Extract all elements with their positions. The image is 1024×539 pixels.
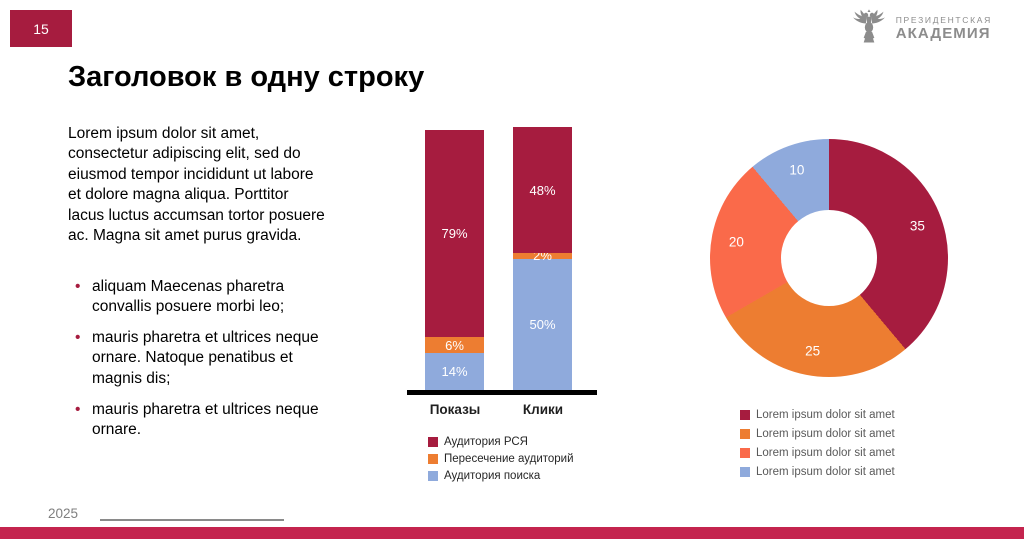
legend-swatch [428, 437, 438, 447]
legend-item: Lorem ipsum dolor sit amet [740, 428, 895, 440]
legend-swatch [428, 471, 438, 481]
logo-line2: АКАДЕМИЯ [895, 24, 991, 42]
bar-segment-value: 6% [445, 337, 464, 353]
legend-label: Аудитория РСЯ [444, 436, 528, 448]
donut-legend: Lorem ipsum dolor sit amet Lorem ipsum do… [740, 409, 895, 478]
bottom-accent-strip [0, 527, 1024, 539]
x-axis-line [407, 390, 597, 395]
legend-label: Lorem ipsum dolor sit amet [756, 409, 895, 421]
bar-segment-value: 79% [441, 226, 468, 242]
donut-slice-value: 35 [909, 218, 925, 234]
bar-segment-value: 50% [529, 316, 556, 332]
academy-logo: ПРЕЗИДЕНТСКАЯ АКАДЕМИЯ [850, 9, 992, 47]
bar-segment: 79% [425, 129, 484, 338]
bullet-item: mauris pharetra et ultrices neque ornare… [68, 400, 320, 440]
bar-column-pokazy: 14% 6% 79% [425, 127, 484, 390]
double-headed-eagle-icon [852, 9, 885, 43]
academy-logo-text: ПРЕЗИДЕНТСКАЯ АКАДЕМИЯ [896, 15, 992, 42]
legend-swatch [740, 467, 750, 477]
category-labels: Показы Клики [407, 402, 597, 424]
bar-segment: 14% [425, 353, 484, 390]
bar-segment: 2% [513, 248, 572, 263]
donut-chart: 35 25 20 10 [710, 139, 948, 377]
legend-item: Аудитория РСЯ [428, 436, 574, 448]
category-label: Клики [522, 402, 564, 417]
legend-label: Lorem ipsum dolor sit amet [756, 466, 895, 478]
bar-column-kliki: 50% 2% 48% [513, 127, 572, 390]
bullet-item: mauris pharetra et ultrices neque ornare… [68, 328, 320, 388]
bullet-list: aliquam Maecenas pharetra convallis posu… [68, 277, 320, 451]
bar-segment: 50% [513, 258, 572, 390]
bar-segment-value: 48% [529, 182, 556, 198]
legend-item: Аудитория поиска [428, 470, 574, 482]
category-label: Показы [429, 402, 481, 417]
page-title: Заголовок в одну строку [68, 61, 425, 93]
page-number: 15 [33, 20, 49, 37]
bar-segment-value: 14% [441, 364, 468, 380]
bar-plot-area: 14% 6% 79% 50% 2% 48% [407, 127, 597, 390]
legend-label: Lorem ipsum dolor sit amet [756, 428, 895, 440]
legend-swatch [740, 410, 750, 420]
legend-swatch [740, 448, 750, 458]
bullet-item: aliquam Maecenas pharetra convallis posu… [68, 277, 320, 317]
bar-legend: Аудитория РСЯ Пересечение аудиторий Аудито… [428, 436, 574, 482]
bar-segment: 48% [513, 127, 572, 254]
legend-item: Lorem ipsum dolor sit amet [740, 466, 895, 478]
page-number-box: 15 [10, 10, 72, 47]
legend-label: Пересечение аудиторий [444, 453, 574, 465]
legend-swatch [428, 454, 438, 464]
donut-slice-value: 25 [805, 343, 821, 359]
footer-divider-line [100, 519, 284, 521]
legend-label: Lorem ipsum dolor sit amet [756, 447, 895, 459]
stacked-bar-chart: 14% 6% 79% 50% 2% 48% Показы Клики [407, 127, 597, 424]
legend-item: Lorem ipsum dolor sit amet [740, 447, 895, 459]
body-paragraph: Lorem ipsum dolor sit amet, consectetur … [68, 125, 325, 245]
donut-slice-value: 10 [789, 162, 805, 178]
footer-year: 2025 [48, 506, 79, 521]
donut-ring: 35 25 20 10 [710, 139, 948, 377]
legend-label: Аудитория поиска [444, 470, 541, 482]
legend-swatch [740, 429, 750, 439]
bar-segment: 6% [425, 337, 484, 354]
legend-item: Lorem ipsum dolor sit amet [740, 409, 895, 421]
logo-line1: ПРЕЗИДЕНТСКАЯ [895, 14, 992, 25]
donut-slice-value: 20 [728, 234, 744, 250]
legend-item: Пересечение аудиторий [428, 453, 574, 465]
